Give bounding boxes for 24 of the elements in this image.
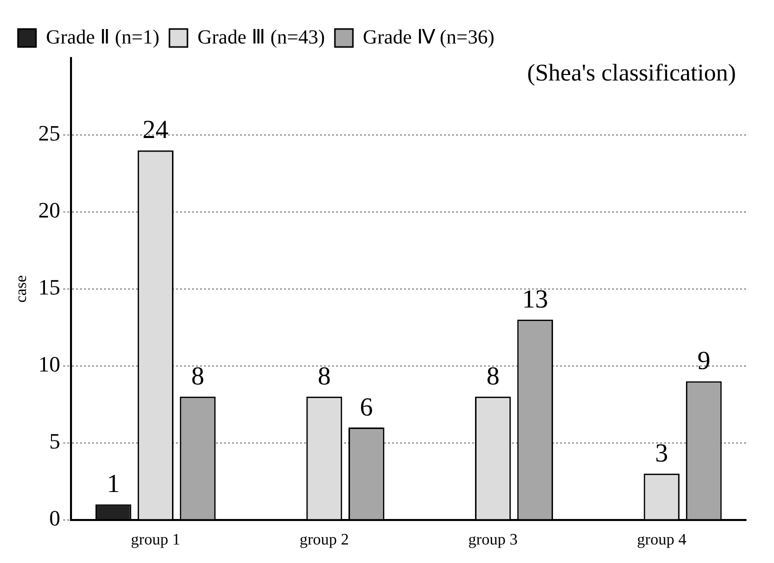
y-axis-title: case — [12, 275, 30, 303]
y-tick-label: 20 — [38, 198, 60, 223]
data-label: 8 — [191, 361, 204, 390]
data-label: 8 — [486, 361, 500, 390]
legend-label: Grade Ⅳ (n=36) — [362, 26, 494, 48]
data-label: 8 — [318, 361, 331, 390]
x-tick-label: group 2 — [300, 532, 349, 549]
legend-label: Grade Ⅲ (n=43) — [197, 26, 325, 48]
data-label: 1 — [106, 469, 120, 498]
data-label: 6 — [360, 392, 373, 422]
y-tick-label: 10 — [38, 352, 60, 377]
x-tick-label: group 4 — [636, 532, 686, 549]
data-label: 9 — [697, 346, 710, 376]
y-tick-label: 0 — [49, 506, 60, 531]
x-tick-label: group 1 — [130, 532, 180, 549]
data-label: 13 — [522, 284, 548, 314]
annotation: (Shea's classification) — [527, 60, 736, 86]
data-label: 3 — [655, 438, 668, 468]
legend-label: Grade Ⅱ (n=1) — [46, 26, 160, 48]
y-tick-label: 25 — [38, 120, 60, 146]
data-label: 24 — [142, 115, 169, 144]
y-tick-label: 5 — [49, 428, 60, 454]
y-tick-label: 15 — [38, 274, 60, 300]
x-tick-label: group 3 — [468, 532, 518, 549]
